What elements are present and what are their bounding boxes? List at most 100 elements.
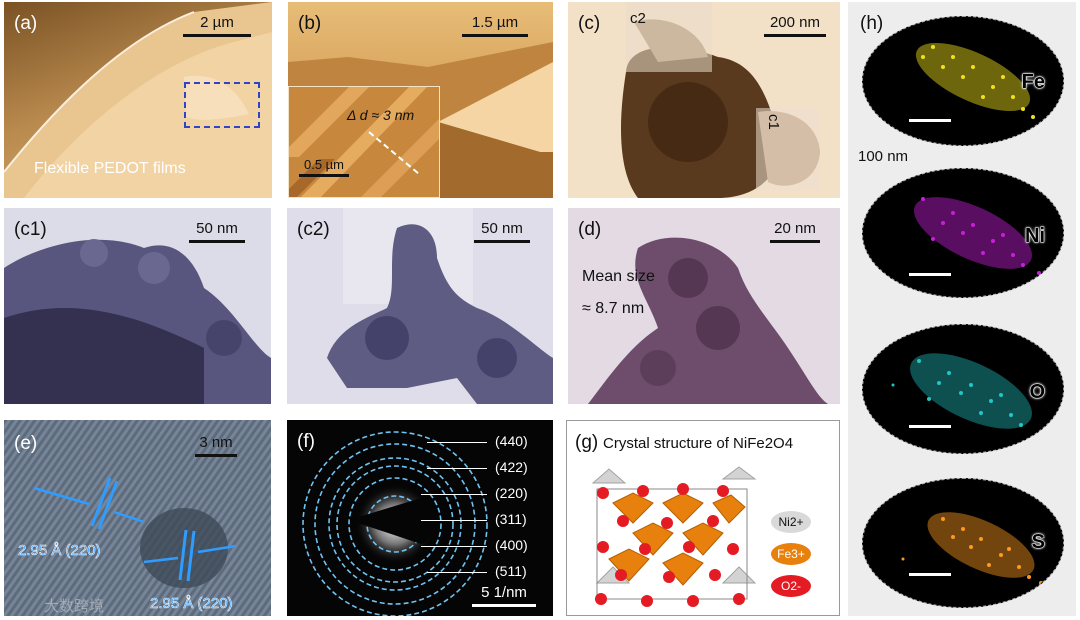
panel-label-c: (c)	[578, 13, 601, 34]
scale-bar-a-line	[183, 34, 251, 37]
map-fe-dots	[915, 42, 1035, 119]
map-ni-scale-line	[909, 273, 951, 276]
ring-line-3	[421, 494, 487, 495]
tem-c1-illustration	[4, 239, 271, 404]
scale-bar-c1-line	[189, 240, 245, 243]
spinel-structure-illustration	[591, 466, 757, 607]
map-fe-scale-line	[909, 119, 951, 122]
afm-inset-stripes	[289, 87, 439, 197]
scale-bar-b-inset: 0.5 µm	[297, 157, 351, 177]
ring-line-4	[421, 520, 487, 521]
scale-bar-d-line	[770, 240, 820, 243]
ring-label-2: (422)	[495, 459, 528, 475]
panel-label-c2: (c2)	[297, 219, 330, 240]
panel-c2-tem-image: (c2) 50 nm	[287, 208, 553, 404]
scale-bar-c1: 50 nm	[182, 220, 252, 243]
panel-h-eds-mapping: (h) Fe 100 nm Ni	[848, 2, 1076, 616]
region-label-c1: c1	[765, 114, 782, 130]
map-ni-dots	[913, 197, 1041, 275]
map-o-scale-line	[909, 425, 951, 428]
ring-line-1	[427, 442, 487, 443]
region-c1-box	[756, 108, 820, 190]
panel-label-d: (d)	[578, 219, 602, 240]
watermark-text: 大数跨境	[44, 598, 105, 615]
lattice-markers	[33, 477, 237, 582]
scale-bar-b-inset-line	[299, 174, 349, 177]
crystal-structure-title: Crystal structure of NiFe2O4	[603, 435, 794, 452]
ring-label-5: (400)	[495, 537, 528, 553]
scale-bar-c-line	[764, 34, 826, 37]
map-ni: Ni	[862, 168, 1064, 298]
scale-bar-a-text: 2 µm	[200, 14, 234, 31]
scale-bar-e-line	[195, 454, 237, 457]
panel-label-f: (f)	[297, 431, 315, 452]
map-o-dots	[891, 353, 1032, 429]
panel-b-afm-image: (b) 1.5 µm Δ d ≈ 3 nm 0.5 µm	[288, 2, 553, 198]
panel-c1-tem-image: (c1) 50 nm	[4, 208, 271, 404]
ring-label-6: (511)	[495, 563, 527, 579]
panel-d-tem-image: (d) 20 nm Mean size ≈ 8.7 nm	[568, 208, 840, 404]
tem-d-illustration	[588, 237, 828, 404]
mean-size-value: ≈ 8.7 nm	[582, 300, 645, 317]
inset-step-height: Δ d ≈ 3 nm	[347, 107, 415, 123]
legend-o-label: O2-	[780, 579, 801, 593]
scale-bar-e-text: 3 nm	[199, 434, 233, 451]
scale-bar-b-inset-text: 0.5 µm	[303, 157, 344, 172]
region-label-c2: c2	[630, 10, 646, 27]
ring-label-4: (311)	[495, 511, 527, 527]
scale-bar-d: 20 nm	[760, 220, 830, 243]
map-o: O	[862, 324, 1064, 454]
saed-rings	[302, 431, 488, 616]
scale-bar-a: 2 µm	[182, 14, 252, 37]
scale-bar-c2: 50 nm	[467, 220, 537, 243]
scale-bar-h-text: 100 nm	[858, 148, 909, 165]
lattice-label-1: 2.95 Å (220)	[18, 542, 101, 560]
caption-flexible-pedot: Flexible PEDOT films	[34, 160, 186, 177]
scale-bar-c1-text: 50 nm	[196, 220, 238, 237]
legend-o: O2-	[771, 575, 811, 597]
scale-bar-b-text: 1.5 µm	[471, 14, 519, 31]
map-s: S	[862, 478, 1064, 608]
map-fe: Fe	[862, 16, 1064, 146]
hrtem-lattice-illustration	[4, 420, 271, 616]
ring-label-1: (440)	[495, 433, 528, 449]
element-label-fe: Fe	[1021, 71, 1045, 94]
panel-f-saed-pattern: (f) (440) (422) (220) (311) (400) (511) …	[287, 420, 553, 616]
scale-bar-c-text: 200 nm	[769, 14, 821, 31]
zoom-region-box	[184, 82, 260, 128]
scale-bar-d-text: 20 nm	[774, 220, 816, 237]
ring-line-5	[421, 546, 487, 547]
map-s-scale-line	[909, 573, 951, 576]
panel-label-h: (h)	[860, 13, 884, 34]
ring-line-2	[427, 468, 487, 469]
panel-label-g: (g)	[575, 432, 599, 453]
scale-bar-b-line	[462, 34, 528, 37]
lattice-label-2: 2.95 Å (220)	[150, 595, 233, 613]
pedot-film-illustration	[4, 2, 272, 198]
scale-bar-f-line	[472, 604, 536, 607]
element-label-o: O	[1029, 381, 1046, 404]
panel-label-c1: (c1)	[14, 219, 47, 240]
legend-fe-label: Fe3+	[777, 547, 805, 561]
scale-bar-f: 5 1/nm	[469, 584, 539, 607]
legend-fe: Fe3+	[771, 543, 811, 565]
scale-bar-b: 1.5 µm	[460, 14, 530, 37]
scale-bar-e: 3 nm	[190, 434, 242, 457]
legend-ni: Ni2+	[771, 511, 811, 533]
afm-inset: Δ d ≈ 3 nm 0.5 µm	[288, 86, 440, 198]
scale-bar-c: 200 nm	[760, 14, 830, 37]
panel-c-tem-image: (c) c2 c1 200 nm	[568, 2, 840, 198]
panel-a-sem-image: (a) 2 µm Flexible PEDOT films	[4, 2, 272, 198]
element-label-s: S	[1031, 531, 1045, 554]
panel-e-hrtem-image: (e) 3 nm 2.95 Å (220) 2.95 Å (220) 大数跨境	[4, 420, 271, 616]
legend-ni-label: Ni2+	[778, 515, 804, 529]
element-label-ni: Ni	[1025, 225, 1046, 248]
panel-label-b: (b)	[298, 13, 322, 34]
panel-label-a: (a)	[14, 13, 38, 34]
panel-label-e: (e)	[14, 433, 38, 454]
tem-c2-illustration	[327, 208, 553, 404]
scale-bar-c2-line	[474, 240, 530, 243]
map-s-dots	[901, 512, 1043, 585]
ring-label-3: (220)	[495, 485, 528, 501]
panel-g-crystal-structure: (g) Crystal structure of NiFe2O4 Ni2+	[566, 420, 840, 616]
